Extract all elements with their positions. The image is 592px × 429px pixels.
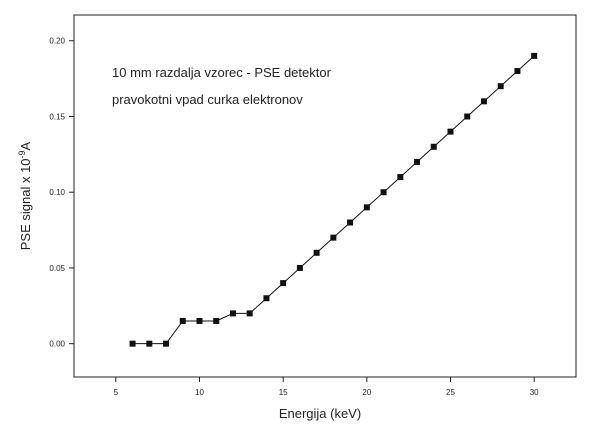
x-axis-ticks: 5 10 15 20 25 30 [114, 377, 540, 397]
data-point [163, 341, 169, 347]
annotation-line-1: 10 mm razdalja vzorec - PSE detektor [112, 65, 332, 80]
data-point [230, 310, 236, 316]
data-point [514, 68, 520, 74]
data-point [347, 220, 353, 226]
data-point [197, 318, 203, 324]
data-point [146, 341, 152, 347]
data-point [180, 318, 186, 324]
y-tick-label: 0.10 [49, 188, 65, 197]
data-point [464, 113, 470, 119]
data-point [330, 235, 336, 241]
data-point [431, 144, 437, 150]
data-point [448, 129, 454, 135]
data-point [213, 318, 219, 324]
y-axis-ticks: 0.00 0.05 0.10 0.15 0.20 [49, 37, 74, 349]
data-point [498, 83, 504, 89]
x-axis-label: Energija (keV) [279, 406, 361, 421]
data-point [381, 189, 387, 195]
data-point [481, 98, 487, 104]
y-tick-label: 0.05 [49, 264, 65, 273]
y-axis-label-main: PSE signal x 10 [18, 158, 33, 250]
x-tick-label: 5 [114, 388, 119, 397]
x-tick-label: 30 [530, 388, 539, 397]
x-tick-label: 10 [195, 388, 204, 397]
y-tick-label: 0.00 [49, 340, 65, 349]
y-axis-label-exponent: -9 [17, 150, 27, 158]
y-axis-label-unit: A [18, 141, 33, 150]
data-point [414, 159, 420, 165]
data-point [263, 295, 269, 301]
y-tick-label: 0.20 [49, 37, 65, 46]
data-point [531, 53, 537, 59]
data-point [314, 250, 320, 256]
data-point [247, 310, 253, 316]
data-point [397, 174, 403, 180]
data-point [280, 280, 286, 286]
y-tick-label: 0.15 [49, 112, 65, 121]
annotation-line-2: pravokotni vpad curka elektronov [112, 92, 303, 107]
data-point [364, 204, 370, 210]
y-axis-label: PSE signal x 10-9A [17, 141, 33, 250]
data-point [297, 265, 303, 271]
x-tick-label: 15 [279, 388, 288, 397]
x-tick-label: 20 [362, 388, 371, 397]
data-point [130, 341, 136, 347]
x-tick-label: 25 [446, 388, 455, 397]
